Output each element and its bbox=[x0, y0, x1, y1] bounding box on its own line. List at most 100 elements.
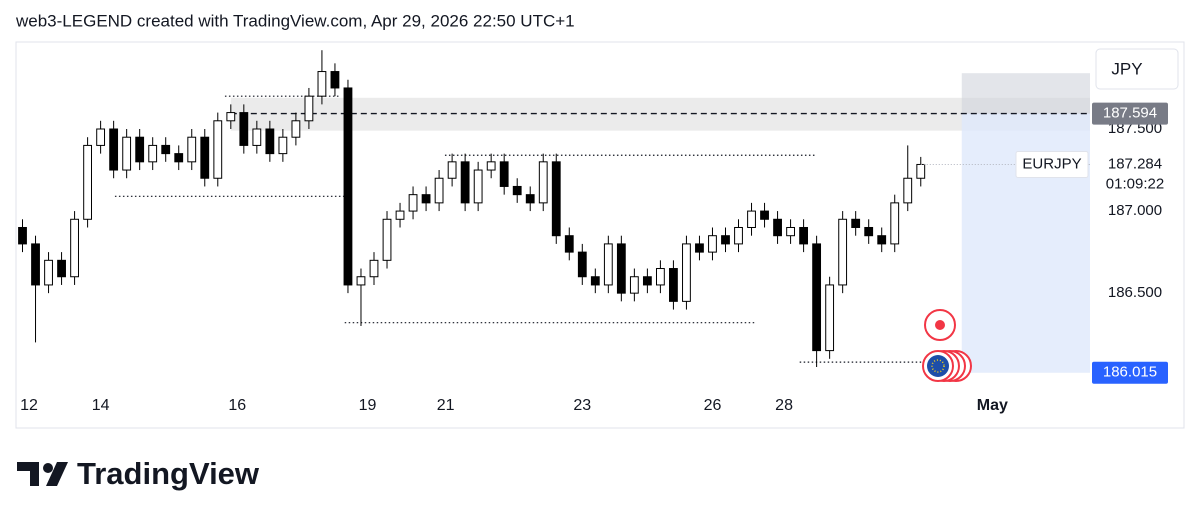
candle-body bbox=[460, 161, 470, 204]
x-tick-label: 16 bbox=[228, 397, 246, 414]
candle-body bbox=[135, 136, 145, 163]
candle-body bbox=[838, 218, 848, 286]
candle-body bbox=[825, 284, 835, 352]
candle-body bbox=[851, 218, 861, 228]
candle-body bbox=[721, 235, 730, 245]
candle-body bbox=[291, 120, 301, 138]
candle-body bbox=[408, 194, 418, 212]
candle-body bbox=[708, 235, 717, 253]
x-tick-label: 28 bbox=[775, 397, 793, 414]
eu-flag bbox=[927, 355, 949, 377]
candle-body bbox=[330, 71, 340, 89]
symbol-label: EURJPY bbox=[1022, 155, 1081, 172]
candle-body bbox=[161, 144, 171, 155]
y-tick-label: 187.000 bbox=[1108, 202, 1162, 219]
candle-body bbox=[603, 243, 613, 286]
countdown: 01:09:22 bbox=[1106, 175, 1164, 192]
brand-logo bbox=[17, 462, 68, 486]
candle-body bbox=[760, 210, 769, 220]
candle-body bbox=[213, 120, 223, 179]
candle-body bbox=[239, 112, 249, 146]
entry-price: 187.594 bbox=[1103, 105, 1157, 122]
entry-price-bg bbox=[1092, 102, 1168, 125]
symbol-label-bg bbox=[1015, 150, 1089, 178]
zone bbox=[230, 97, 1090, 131]
candle-body bbox=[525, 194, 535, 204]
candle-body bbox=[434, 177, 444, 204]
candle-body bbox=[70, 218, 79, 278]
candle-body bbox=[44, 259, 53, 286]
candle-body bbox=[616, 243, 626, 294]
candle-body bbox=[343, 87, 353, 286]
last-price: 187.284 bbox=[1108, 155, 1162, 172]
stop-price-bg bbox=[1092, 361, 1168, 384]
brand-name: TradingView bbox=[77, 456, 260, 491]
candle-body bbox=[486, 161, 496, 171]
x-tick-label: 14 bbox=[92, 397, 110, 414]
candle-body bbox=[187, 136, 197, 163]
candle-body bbox=[629, 276, 639, 294]
candle-body bbox=[356, 276, 366, 286]
candle-body bbox=[122, 136, 132, 171]
candle-body bbox=[200, 136, 210, 179]
candle-body bbox=[83, 144, 93, 220]
candle-body bbox=[252, 128, 262, 146]
candle-body bbox=[96, 128, 106, 146]
candle-body bbox=[786, 226, 795, 237]
candle-body bbox=[278, 136, 288, 155]
x-tick-label: 21 bbox=[437, 397, 455, 414]
candle-body bbox=[382, 218, 392, 261]
x-tick-label: 19 bbox=[359, 397, 377, 414]
candle-body bbox=[447, 161, 457, 179]
candle-body bbox=[395, 210, 405, 220]
candle-body bbox=[642, 276, 652, 286]
candle-body bbox=[877, 235, 887, 245]
candle-body bbox=[369, 259, 379, 278]
candle-body bbox=[812, 243, 822, 352]
candle-body bbox=[773, 218, 782, 237]
candle-body bbox=[864, 226, 874, 237]
candle-body bbox=[551, 161, 561, 237]
candle-body bbox=[734, 226, 743, 245]
candle-body bbox=[695, 243, 704, 253]
x-tick-label: May bbox=[977, 397, 1008, 414]
candle-body bbox=[903, 177, 913, 204]
currency-box[interactable] bbox=[1095, 48, 1179, 90]
candle-body bbox=[304, 95, 314, 122]
candle-body bbox=[655, 268, 665, 286]
candle-body bbox=[421, 194, 431, 204]
candle-body bbox=[174, 153, 184, 163]
candle-body bbox=[109, 128, 119, 171]
x-tick-label: 23 bbox=[573, 397, 591, 414]
candle-body bbox=[538, 161, 548, 204]
eu-stars bbox=[931, 359, 945, 373]
candle-body bbox=[890, 202, 900, 245]
candle-body bbox=[577, 251, 587, 278]
header: web3-LEGEND created with TradingView.com… bbox=[15, 11, 575, 30]
candle-body bbox=[512, 185, 522, 196]
candle-body bbox=[747, 210, 756, 228]
x-tick-label: 12 bbox=[20, 397, 38, 414]
candle-body bbox=[148, 144, 158, 163]
candle-body bbox=[31, 243, 40, 286]
candle-body bbox=[590, 276, 600, 286]
candle-body bbox=[564, 235, 574, 253]
candle-body bbox=[265, 128, 275, 155]
candle-body bbox=[799, 226, 809, 245]
stop-price: 186.015 bbox=[1103, 364, 1157, 381]
candle-body bbox=[669, 268, 678, 302]
candle-body bbox=[499, 161, 509, 187]
y-tick-label: 186.500 bbox=[1108, 284, 1162, 301]
candle-body bbox=[473, 169, 483, 204]
candle-body bbox=[317, 71, 327, 97]
candle-body bbox=[226, 112, 236, 122]
x-tick-label: 26 bbox=[704, 397, 722, 414]
event-marker-dot bbox=[935, 320, 945, 330]
candle-body bbox=[57, 259, 66, 278]
position-target bbox=[961, 73, 1090, 114]
currency: JPY bbox=[1111, 59, 1142, 78]
candle-body bbox=[916, 163, 926, 179]
